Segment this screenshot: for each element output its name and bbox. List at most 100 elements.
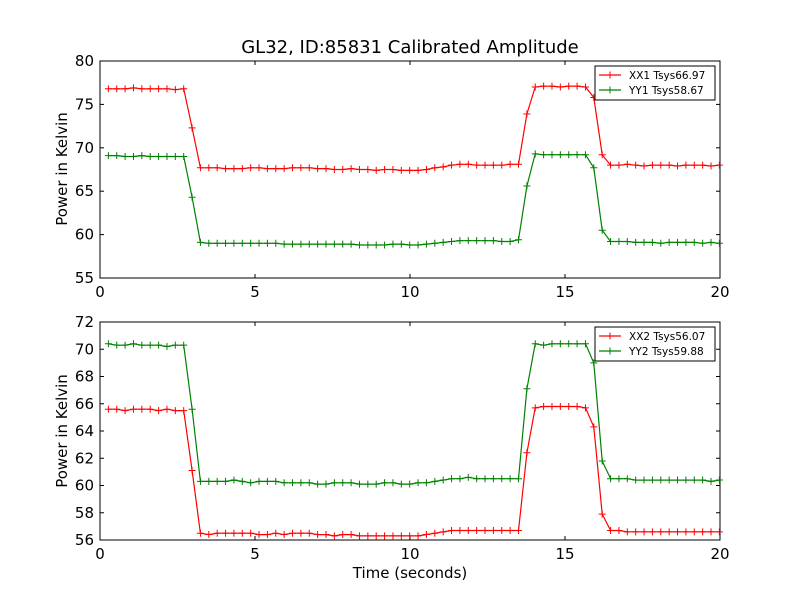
legend-marker: [606, 347, 614, 355]
data-point: [498, 238, 506, 246]
data-point: [648, 238, 656, 246]
data-point: [648, 476, 656, 484]
data-point: [322, 165, 330, 173]
data-point: [406, 532, 414, 540]
data-point: [414, 241, 422, 249]
legend-label: XX1 Tsys66.97: [629, 70, 705, 82]
data-point: [305, 479, 313, 487]
chart-panel-2: 0 5 10 15 20 56 58 60 62 64 66 68 70 72 Power in Kelvi…: [53, 313, 730, 582]
legend-label: YY2 Tsys59.88: [628, 346, 704, 358]
data-point: [163, 405, 171, 413]
data-point: [565, 151, 573, 159]
data-point: [607, 238, 615, 246]
legend-box: [594, 326, 716, 362]
data-point: [406, 480, 414, 488]
data-point: [347, 240, 355, 248]
data-point: [255, 239, 263, 247]
data-point: [163, 85, 171, 93]
data-point: [481, 526, 489, 534]
data-point: [590, 359, 598, 367]
x-tick-label: 5: [250, 545, 260, 563]
data-point: [230, 239, 238, 247]
data-point: [573, 402, 581, 410]
data-point: [196, 164, 204, 172]
x-tick-label: 5: [250, 283, 260, 301]
data-point: [138, 341, 146, 349]
data-point: [322, 480, 330, 488]
data-point: [665, 528, 673, 536]
data-point: [222, 529, 230, 537]
data-point: [498, 475, 506, 483]
data-point: [665, 161, 673, 169]
series-1: [104, 402, 723, 540]
data-point: [473, 161, 481, 169]
data-point: [439, 528, 447, 536]
data-point: [439, 238, 447, 246]
chart-panel-1: 0 5 10 15 20 55 60 65 70 75 80 Power in Kelvin XX1 T…: [53, 52, 730, 301]
data-point: [565, 340, 573, 348]
data-point: [581, 404, 589, 412]
data-point: [699, 476, 707, 484]
data-point: [648, 161, 656, 169]
data-point: [322, 240, 330, 248]
x-tick-label: 0: [95, 545, 105, 563]
data-point: [146, 152, 154, 160]
data-point: [715, 528, 723, 536]
data-point: [397, 240, 405, 248]
y-tick-label: 80: [75, 52, 94, 70]
data-point: [674, 528, 682, 536]
data-point: [129, 152, 137, 160]
data-point: [347, 479, 355, 487]
data-point: [707, 477, 715, 485]
legend-label: XX2 Tsys56.07: [629, 331, 705, 343]
data-point: [280, 531, 288, 539]
data-point: [230, 529, 238, 537]
x-tick-label: 20: [710, 283, 729, 301]
data-point: [129, 84, 137, 92]
data-point: [339, 531, 347, 539]
data-point: [699, 161, 707, 169]
data-point: [573, 151, 581, 159]
legend-marker: [606, 332, 614, 340]
data-point: [180, 407, 188, 415]
data-point: [506, 160, 514, 168]
data-point: [607, 526, 615, 534]
data-point: [121, 341, 129, 349]
data-point: [364, 166, 372, 173]
data-point: [381, 532, 389, 540]
data-point: [330, 532, 338, 540]
data-point: [632, 161, 640, 169]
x-tick-label: 10: [400, 283, 419, 301]
legend-marker: [606, 86, 614, 94]
data-point: [180, 341, 188, 349]
data-point: [715, 161, 723, 169]
data-point: [389, 479, 397, 487]
data-point: [414, 479, 422, 487]
data-point: [523, 110, 531, 118]
data-point: [531, 404, 539, 412]
data-point: [573, 340, 581, 348]
data-point: [196, 477, 204, 485]
data-point: [464, 526, 472, 534]
data-point: [422, 166, 430, 173]
data-point: [489, 161, 497, 169]
data-point: [657, 161, 665, 169]
data-point: [213, 477, 221, 485]
data-point: [289, 529, 297, 537]
data-point: [272, 477, 280, 485]
data-point: [138, 85, 146, 93]
y-tick-label: 65: [75, 182, 94, 200]
data-point: [515, 475, 522, 483]
data-point: [590, 423, 598, 431]
x-tick-label: 20: [710, 545, 729, 563]
data-point: [297, 479, 305, 487]
data-point: [707, 528, 715, 536]
data-point: [623, 528, 631, 536]
data-point: [448, 526, 456, 534]
data-point: [573, 82, 581, 90]
data-point: [347, 531, 355, 539]
data-point: [473, 237, 481, 245]
data-point: [682, 238, 690, 246]
data-point: [355, 241, 363, 249]
